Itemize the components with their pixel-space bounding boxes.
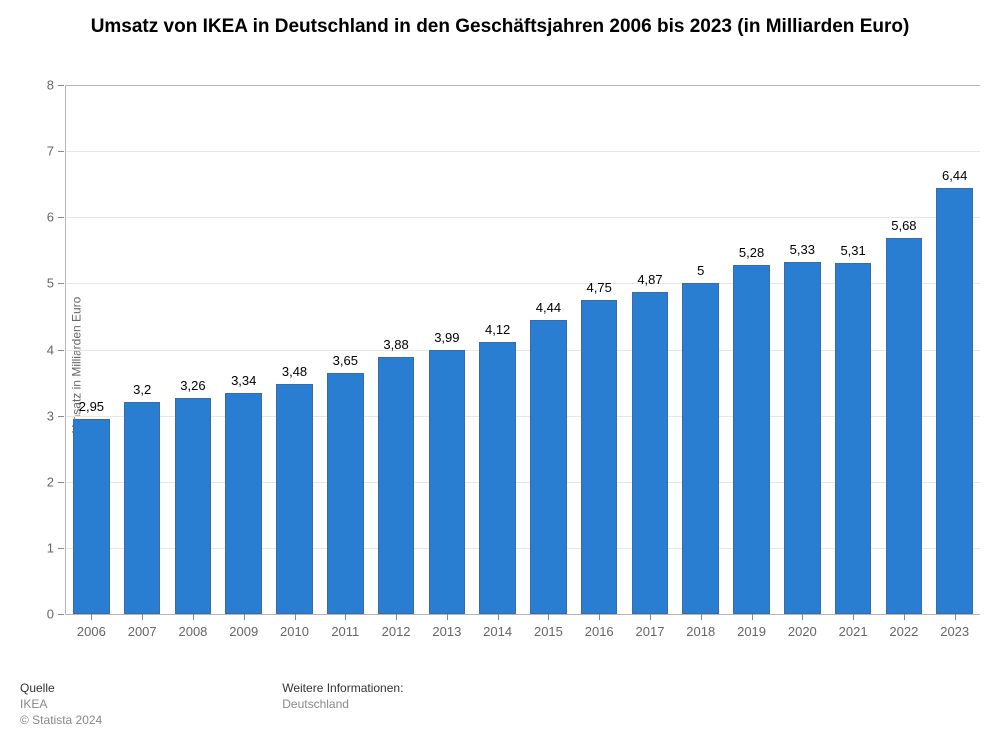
bar: 5,68: [886, 238, 923, 614]
bars-container: 2,9520063,220073,2620083,3420093,4820103…: [66, 85, 980, 614]
bar-slot: 4,872017: [625, 85, 676, 614]
copyright-line: © Statista 2024: [20, 713, 102, 727]
info-heading: Weitere Informationen:: [282, 681, 403, 695]
y-tick-label: 6: [47, 210, 66, 225]
bar-slot: 2,952006: [66, 85, 117, 614]
x-tick-label: 2010: [280, 614, 309, 639]
bar-slot: 3,342009: [218, 85, 269, 614]
x-tick-label: 2011: [331, 614, 359, 639]
y-tick-label: 5: [47, 276, 66, 291]
chart-title: Umsatz von IKEA in Deutschland in den Ge…: [0, 0, 1000, 40]
source-block: Quelle IKEA © Statista 2024: [20, 681, 102, 727]
source-heading: Quelle: [20, 681, 102, 695]
bar-slot: 6,442023: [929, 85, 980, 614]
x-tick-label: 2009: [229, 614, 258, 639]
x-tick-label: 2007: [128, 614, 157, 639]
x-tick-label: 2018: [686, 614, 715, 639]
y-tick-label: 0: [47, 607, 66, 622]
bar-slot: 3,22007: [117, 85, 168, 614]
x-tick-label: 2008: [178, 614, 207, 639]
x-tick-label: 2014: [483, 614, 512, 639]
x-tick-label: 2006: [77, 614, 106, 639]
x-tick-label: 2016: [585, 614, 614, 639]
bar: 3,88: [378, 357, 415, 614]
bar-slot: 3,262008: [168, 85, 219, 614]
bar-value-label: 3,34: [231, 373, 256, 394]
bar: 4,44: [530, 320, 567, 614]
bar-value-label: 3,99: [434, 330, 459, 351]
y-tick-label: 4: [47, 342, 66, 357]
bar: 3,2: [124, 402, 161, 614]
bar-value-label: 3,48: [282, 364, 307, 385]
bar-value-label: 6,44: [942, 168, 967, 189]
x-tick-label: 2015: [534, 614, 563, 639]
x-tick-label: 2021: [839, 614, 868, 639]
bar: 3,99: [429, 350, 466, 614]
bar: 3,26: [175, 398, 212, 614]
x-tick-label: 2023: [940, 614, 969, 639]
bar-slot: 4,122014: [472, 85, 523, 614]
x-tick-label: 2020: [788, 614, 817, 639]
bar-value-label: 4,75: [587, 280, 612, 301]
bar: 5,33: [784, 262, 821, 614]
bar: 4,87: [632, 292, 669, 614]
x-tick-label: 2012: [382, 614, 411, 639]
bar-slot: 3,882012: [371, 85, 422, 614]
bar-value-label: 5,28: [739, 245, 764, 266]
plot-area: 2,9520063,220073,2620083,3420093,4820103…: [65, 85, 980, 615]
chart-footer: Quelle IKEA © Statista 2024 Weitere Info…: [20, 681, 403, 727]
bar: 3,34: [225, 393, 262, 614]
info-line: Deutschland: [282, 697, 403, 711]
bar-slot: 5,682022: [879, 85, 930, 614]
y-tick-label: 1: [47, 540, 66, 555]
bar-slot: 3,482010: [269, 85, 320, 614]
bar: 4,12: [479, 342, 516, 614]
bar-value-label: 4,44: [536, 300, 561, 321]
bar: 3,48: [276, 384, 313, 614]
bar: 5,31: [835, 263, 872, 614]
bar-value-label: 4,87: [637, 272, 662, 293]
bar-slot: 5,332020: [777, 85, 828, 614]
bar-value-label: 3,88: [383, 337, 408, 358]
bar-value-label: 4,12: [485, 322, 510, 343]
chart-area: Umsatz in Milliarden Euro 2,9520063,2200…: [0, 75, 1000, 655]
bar-value-label: 5,68: [891, 218, 916, 239]
bar-slot: 4,442015: [523, 85, 574, 614]
bar-value-label: 5: [697, 263, 704, 284]
bar-slot: 4,752016: [574, 85, 625, 614]
bar-slot: 5,312021: [828, 85, 879, 614]
bar: 6,44: [936, 188, 973, 614]
bar-value-label: 3,2: [133, 382, 151, 403]
x-tick-label: 2013: [432, 614, 461, 639]
x-tick-label: 2019: [737, 614, 766, 639]
bar-slot: 52018: [675, 85, 726, 614]
y-tick-label: 2: [47, 474, 66, 489]
bar-value-label: 5,33: [790, 242, 815, 263]
bar: 4,75: [581, 300, 618, 614]
bar-value-label: 3,26: [180, 378, 205, 399]
bar-slot: 3,992013: [421, 85, 472, 614]
bar: 2,95: [73, 419, 110, 614]
y-tick-label: 7: [47, 144, 66, 159]
bar-slot: 5,282019: [726, 85, 777, 614]
bar: 5: [682, 283, 719, 614]
y-tick-label: 3: [47, 408, 66, 423]
info-block: Weitere Informationen: Deutschland: [282, 681, 403, 727]
source-line: IKEA: [20, 697, 102, 711]
bar-value-label: 5,31: [840, 243, 865, 264]
bar-slot: 3,652011: [320, 85, 371, 614]
bar: 5,28: [733, 265, 770, 614]
bar-value-label: 3,65: [333, 353, 358, 374]
y-tick-label: 8: [47, 78, 66, 93]
x-tick-label: 2017: [636, 614, 665, 639]
bar: 3,65: [327, 373, 364, 614]
bar-value-label: 2,95: [79, 399, 104, 420]
x-tick-label: 2022: [889, 614, 918, 639]
